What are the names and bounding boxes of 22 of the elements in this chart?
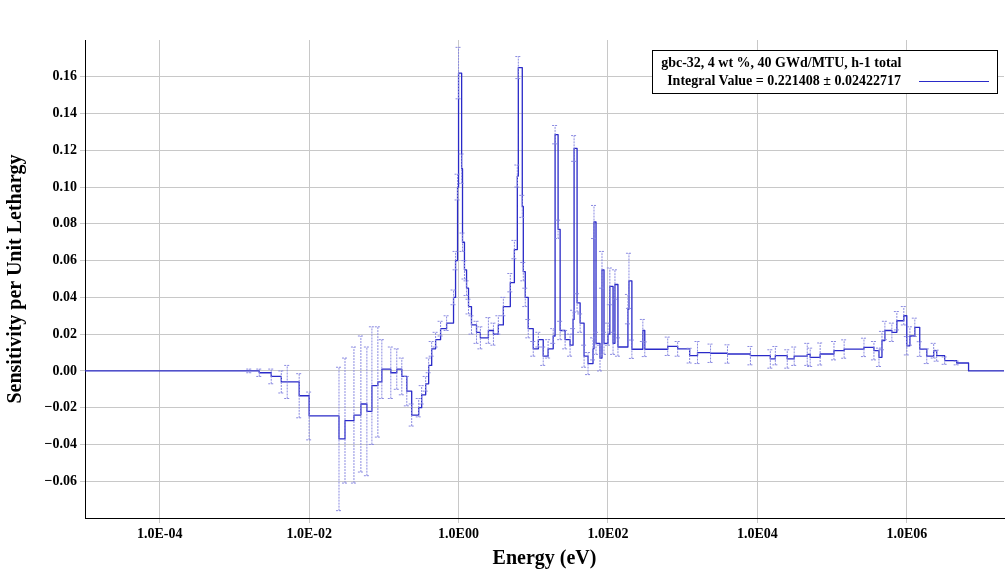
y-tick-label: 0.04 — [52, 288, 77, 304]
y-tick-label: 0.10 — [52, 178, 77, 194]
x-tick-label: 1.0E04 — [736, 526, 778, 542]
x-tick-label: 1.0E-04 — [136, 526, 183, 542]
legend-label: Integral Value = 0.221408 ± 0.02422717 — [667, 72, 901, 90]
y-tick-label: 0.12 — [52, 141, 77, 157]
y-tick-label: −0.02 — [44, 399, 77, 415]
y-tick-label: −0.06 — [44, 472, 77, 488]
x-tick-label: 1.0E06 — [886, 526, 928, 542]
y-axis-title: Sensitivity per Unit Lethargy — [3, 154, 27, 404]
x-axis-title: Energy (eV) — [492, 546, 597, 570]
y-tick-label: −0.04 — [44, 436, 77, 452]
y-tick-label: 0.02 — [52, 325, 77, 341]
y-tick-label: 0.16 — [52, 68, 77, 84]
legend-title: gbc-32, 4 wt %, 40 GWd/MTU, h-1 total — [661, 54, 903, 72]
y-tick-label: 0.14 — [52, 105, 77, 121]
y-tick-label: 0.00 — [52, 362, 77, 378]
x-tick-label: 1.0E00 — [438, 526, 479, 542]
y-tick-label: 0.08 — [52, 215, 77, 231]
x-tick-label: 1.0E02 — [587, 526, 629, 542]
x-tick-label: 1.0E-02 — [286, 526, 332, 542]
y-tick-label: 0.06 — [52, 252, 77, 268]
